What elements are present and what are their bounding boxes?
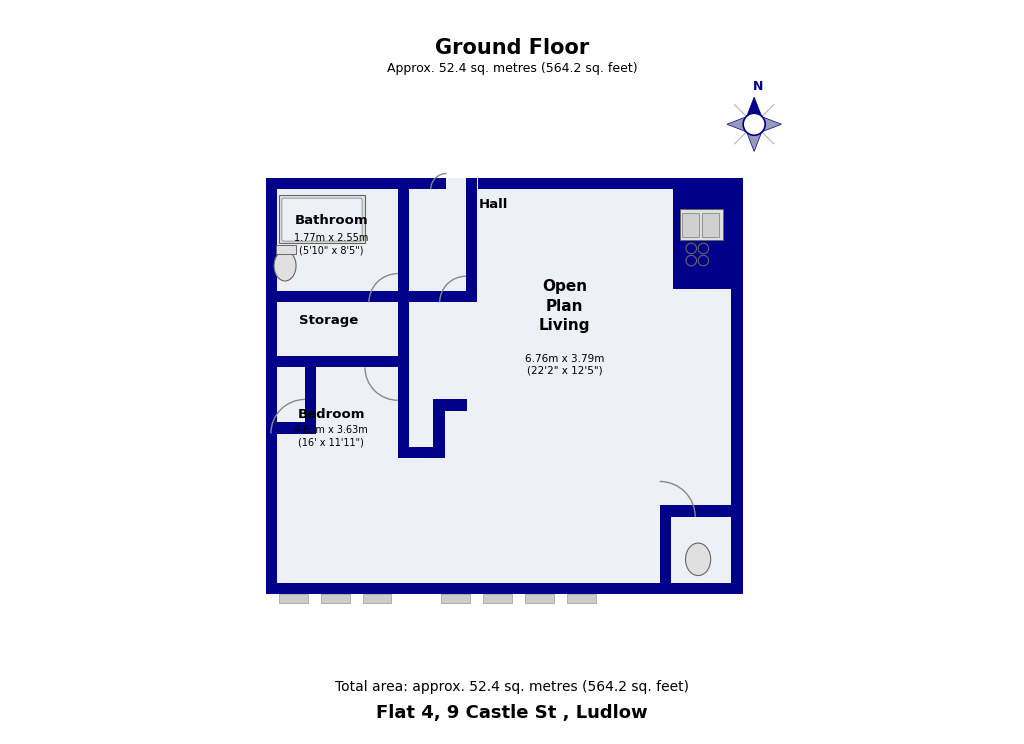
Text: Ground Floor: Ground Floor	[435, 39, 589, 58]
Polygon shape	[759, 115, 781, 133]
Polygon shape	[727, 115, 750, 133]
Bar	[265, 178, 446, 189]
Text: Bathroom: Bathroom	[294, 214, 368, 227]
Text: Storage: Storage	[299, 314, 358, 327]
Bar	[483, 594, 512, 603]
Circle shape	[743, 113, 765, 135]
Bar	[731, 178, 742, 594]
Bar	[659, 583, 731, 594]
Bar	[265, 583, 742, 594]
Bar	[397, 303, 410, 368]
Bar	[265, 178, 278, 594]
Bar	[433, 411, 444, 458]
Text: (22'2" x 12'5"): (22'2" x 12'5")	[526, 365, 602, 376]
Bar	[397, 368, 410, 458]
Bar	[674, 189, 731, 289]
Bar	[397, 291, 477, 303]
Bar	[659, 505, 731, 517]
Text: Open
Plan
Living: Open Plan Living	[539, 279, 590, 333]
Text: Flat 4, 9 Castle St , Ludlow: Flat 4, 9 Castle St , Ludlow	[376, 704, 648, 722]
Text: N: N	[753, 80, 763, 93]
Bar	[397, 446, 433, 458]
Text: Hall: Hall	[479, 199, 508, 211]
Bar	[362, 594, 391, 603]
Text: 6.76m x 3.79m: 6.76m x 3.79m	[524, 353, 604, 364]
Text: Bedroom: Bedroom	[297, 408, 365, 421]
Bar	[275, 246, 296, 254]
Bar	[682, 214, 699, 237]
Text: Approx. 52.4 sq. metres (564.2 sq. feet): Approx. 52.4 sq. metres (564.2 sq. feet)	[387, 62, 637, 75]
Bar	[680, 209, 723, 240]
Bar	[659, 517, 672, 594]
Polygon shape	[745, 129, 763, 152]
Text: Total area: approx. 52.4 sq. metres (564.2 sq. feet): Total area: approx. 52.4 sq. metres (564…	[335, 681, 689, 694]
Bar	[265, 291, 462, 303]
Bar	[279, 594, 307, 603]
Bar	[525, 594, 554, 603]
Bar	[478, 178, 741, 189]
Text: (16' x 11'11"): (16' x 11'11")	[298, 437, 365, 447]
Bar	[279, 195, 366, 243]
Text: 4.83m x 3.63m: 4.83m x 3.63m	[294, 426, 368, 435]
Bar	[397, 178, 410, 303]
Bar	[466, 178, 477, 303]
Bar	[701, 214, 719, 237]
Bar	[433, 400, 467, 411]
Bar	[265, 356, 410, 368]
Bar	[265, 422, 305, 434]
Ellipse shape	[685, 543, 711, 576]
Bar	[567, 594, 596, 603]
Polygon shape	[745, 97, 763, 120]
FancyBboxPatch shape	[282, 198, 362, 241]
Bar	[265, 178, 742, 594]
Text: 1.77m x 2.55m: 1.77m x 2.55m	[294, 233, 369, 243]
Bar	[305, 368, 316, 434]
Bar	[441, 594, 470, 603]
Ellipse shape	[274, 251, 296, 281]
Bar	[321, 594, 349, 603]
Text: (5'10" x 8'5"): (5'10" x 8'5")	[299, 245, 364, 255]
